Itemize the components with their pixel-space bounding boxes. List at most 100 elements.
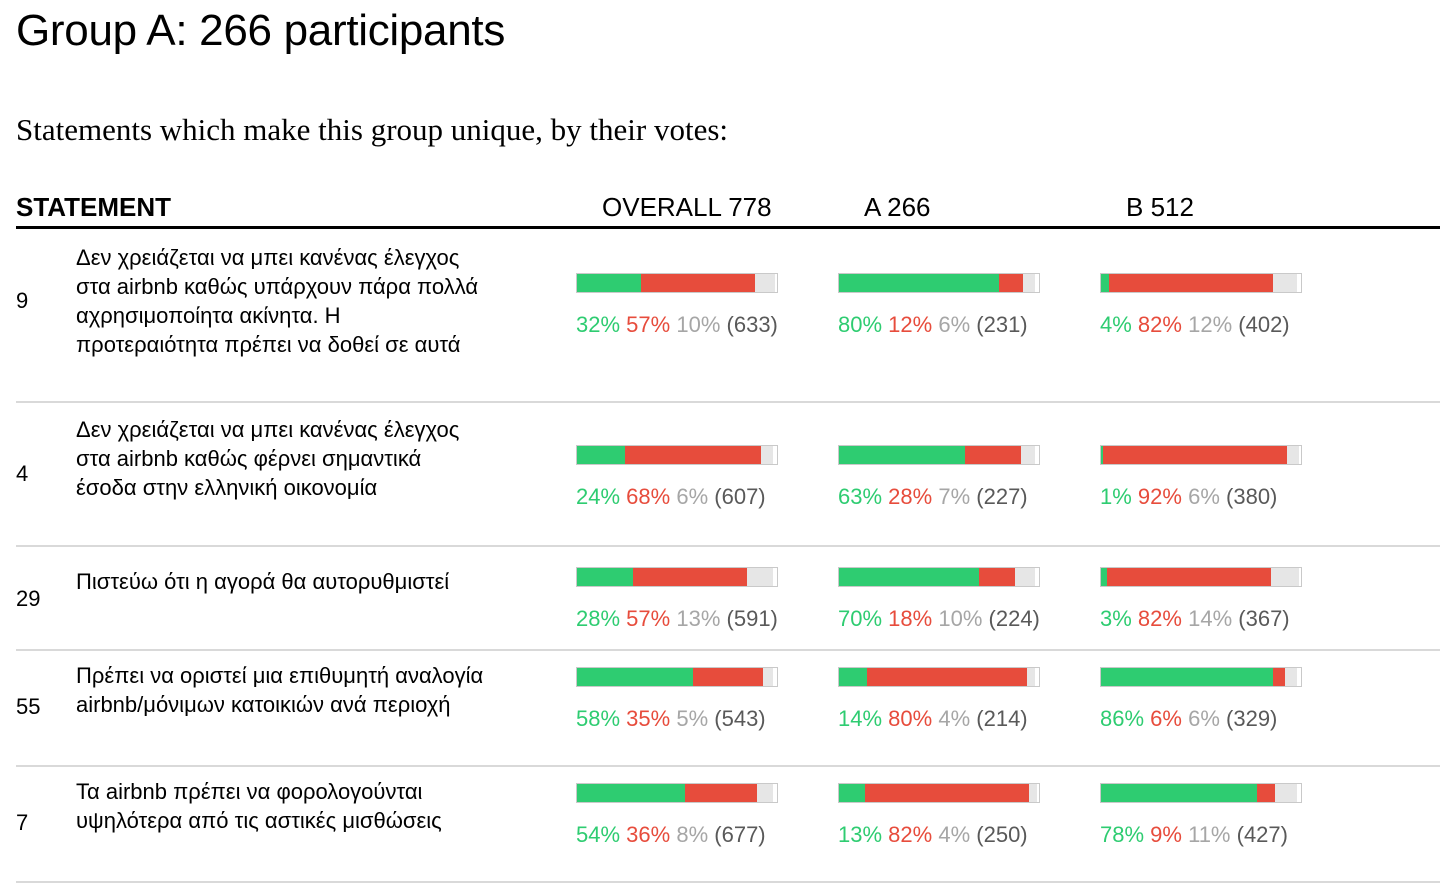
table-row: 4 Δεν χρειάζεται να μπει κανένας έλεγχος … xyxy=(16,403,1440,547)
disagree-bar-segment xyxy=(1273,668,1285,686)
group-a-vote-cell: 13% 82% 4% (250) xyxy=(838,783,1098,849)
page-title: Group A: 266 participants xyxy=(16,6,506,55)
agree-stat: 13% xyxy=(838,822,883,847)
agree-bar-segment xyxy=(839,446,965,464)
pass-bar-segment xyxy=(1273,274,1297,292)
pass-stat: 5% xyxy=(676,706,709,731)
agree-stat: 1% xyxy=(1100,484,1132,509)
pass-bar-segment xyxy=(1015,568,1035,586)
agree-stat: 28% xyxy=(576,606,621,631)
disagree-stat: 9% xyxy=(1150,822,1182,847)
agree-stat: 80% xyxy=(838,312,883,337)
count-stat: (427) xyxy=(1236,822,1288,847)
pass-bar-segment xyxy=(761,446,773,464)
pass-stat: 6% xyxy=(938,312,971,337)
group-b-vote-stats: 1% 92% 6% (380) xyxy=(1100,483,1360,511)
agree-stat: 86% xyxy=(1100,706,1145,731)
header-group-a: A 266 xyxy=(864,192,931,222)
group-b-vote-bar xyxy=(1100,567,1302,587)
disagree-bar-segment xyxy=(641,274,755,292)
pass-stat: 10% xyxy=(938,606,983,631)
agree-bar-segment xyxy=(577,668,693,686)
disagree-stat: 92% xyxy=(1137,484,1182,509)
statement-text: Τα airbnb πρέπει να φορολογούνται υψηλότ… xyxy=(76,779,442,833)
pass-bar-segment xyxy=(1021,446,1035,464)
disagree-bar-segment xyxy=(1109,274,1273,292)
group-a-vote-stats: 14% 80% 4% (214) xyxy=(838,705,1098,733)
pass-stat: 6% xyxy=(1188,484,1220,509)
overall-vote-bar xyxy=(576,783,778,803)
statement-text: Πιστεύω ότι η αγορά θα αυτορυθμιστεί xyxy=(76,569,450,594)
overall-vote-cell: 24% 68% 6% (607) xyxy=(576,445,836,511)
count-stat: (224) xyxy=(988,606,1040,631)
pass-stat: 10% xyxy=(676,312,721,337)
pass-bar-segment xyxy=(1023,274,1035,292)
table-row: 7 Τα airbnb πρέπει να φορολογούνται υψηλό… xyxy=(16,767,1440,883)
pass-stat: 7% xyxy=(938,484,971,509)
pass-bar-segment xyxy=(1287,446,1299,464)
count-stat: (250) xyxy=(976,822,1028,847)
group-b-vote-cell: 86% 6% 6% (329) xyxy=(1100,667,1360,733)
overall-vote-cell: 32% 57% 10% (633) xyxy=(576,273,836,339)
statement-text: Δεν χρειάζεται να μπει κανένας έλεγχος σ… xyxy=(76,417,460,500)
overall-vote-stats: 54% 36% 8% (677) xyxy=(576,821,836,849)
disagree-stat: 12% xyxy=(888,312,933,337)
agree-stat: 63% xyxy=(838,484,883,509)
agree-bar-segment xyxy=(577,568,633,586)
disagree-stat: 57% xyxy=(626,606,671,631)
pass-bar-segment xyxy=(1271,568,1299,586)
group-a-vote-bar xyxy=(838,783,1040,803)
agree-bar-segment xyxy=(1101,446,1103,464)
pass-stat: 14% xyxy=(1188,606,1233,631)
group-a-vote-stats: 70% 18% 10% (224) xyxy=(838,605,1098,633)
disagree-stat: 82% xyxy=(1137,606,1182,631)
group-a-vote-cell: 14% 80% 4% (214) xyxy=(838,667,1098,733)
agree-bar-segment xyxy=(839,668,867,686)
pass-bar-segment xyxy=(1275,784,1297,802)
group-b-vote-stats: 3% 82% 14% (367) xyxy=(1100,605,1360,633)
agree-stat: 14% xyxy=(838,706,883,731)
header-group-b: B 512 xyxy=(1126,192,1194,222)
page-subtitle: Statements which make this group unique,… xyxy=(16,112,729,147)
pass-stat: 13% xyxy=(676,606,721,631)
pass-bar-segment xyxy=(755,274,775,292)
agree-bar-segment xyxy=(1101,568,1107,586)
disagree-bar-segment xyxy=(865,784,1029,802)
agree-bar-segment xyxy=(577,274,641,292)
disagree-stat: 36% xyxy=(626,822,671,847)
agree-bar-segment xyxy=(1101,784,1257,802)
disagree-bar-segment xyxy=(979,568,1015,586)
agree-stat: 24% xyxy=(576,484,621,509)
pass-bar-segment xyxy=(763,668,773,686)
group-a-vote-bar xyxy=(838,445,1040,465)
table-body: 9 Δεν χρειάζεται να μπει κανένας έλεγχος … xyxy=(16,229,1440,883)
agree-stat: 3% xyxy=(1100,606,1132,631)
group-a-vote-stats: 13% 82% 4% (250) xyxy=(838,821,1098,849)
agree-stat: 4% xyxy=(1100,312,1132,337)
pass-bar-segment xyxy=(747,568,773,586)
pass-bar-segment xyxy=(1027,668,1035,686)
agree-stat: 54% xyxy=(576,822,621,847)
pass-stat: 12% xyxy=(1188,312,1233,337)
pass-stat: 6% xyxy=(676,484,709,509)
disagree-stat: 6% xyxy=(1150,706,1182,731)
group-b-vote-bar xyxy=(1100,783,1302,803)
overall-vote-stats: 28% 57% 13% (591) xyxy=(576,605,836,633)
disagree-stat: 82% xyxy=(1137,312,1182,337)
disagree-bar-segment xyxy=(625,446,761,464)
disagree-bar-segment xyxy=(693,668,763,686)
disagree-stat: 68% xyxy=(626,484,671,509)
count-stat: (214) xyxy=(976,706,1028,731)
group-a-vote-stats: 80% 12% 6% (231) xyxy=(838,311,1098,339)
disagree-bar-segment xyxy=(867,668,1027,686)
group-b-vote-cell: 78% 9% 11% (427) xyxy=(1100,783,1360,849)
disagree-bar-segment xyxy=(1107,568,1271,586)
count-stat: (543) xyxy=(714,706,766,731)
disagree-bar-segment xyxy=(999,274,1023,292)
agree-bar-segment xyxy=(839,274,999,292)
group-a-vote-stats: 63% 28% 7% (227) xyxy=(838,483,1098,511)
group-b-vote-bar xyxy=(1100,273,1302,293)
overall-vote-cell: 54% 36% 8% (677) xyxy=(576,783,836,849)
table-row: 9 Δεν χρειάζεται να μπει κανένας έλεγχος … xyxy=(16,229,1440,403)
group-b-vote-stats: 78% 9% 11% (427) xyxy=(1100,821,1360,849)
